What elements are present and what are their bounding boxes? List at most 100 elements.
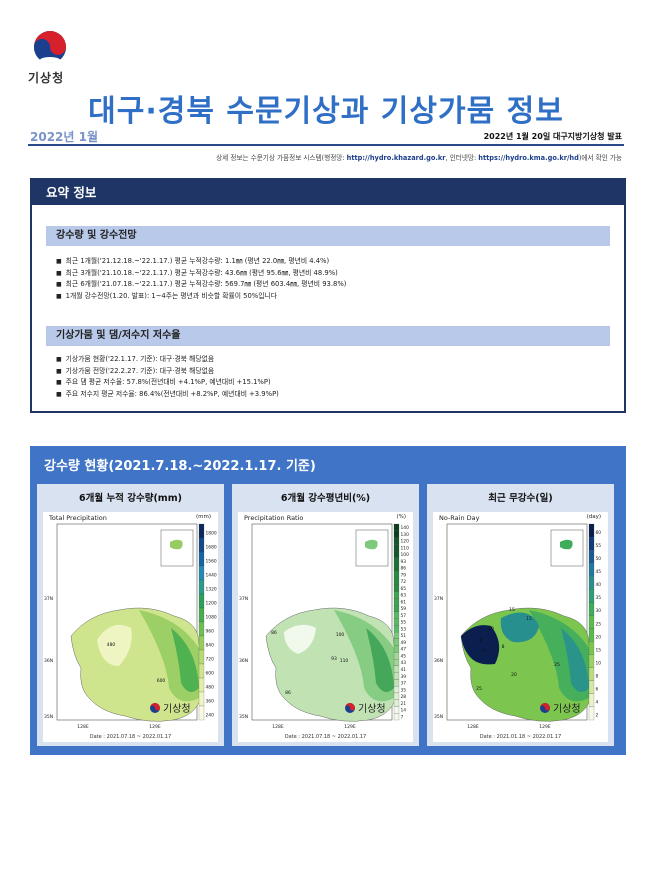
- source-link-public[interactable]: https://hydro.kma.go.kr/hd: [478, 154, 579, 162]
- inset-region: [365, 539, 378, 550]
- colorbar-label: 1320: [206, 587, 217, 593]
- colorbar-label: 21: [401, 701, 407, 707]
- colorbar-swatch: [393, 564, 400, 572]
- watermark-logo-red: [540, 703, 550, 711]
- colorbar-label: 30: [596, 608, 602, 614]
- colorbar-swatch: [198, 565, 205, 581]
- colorbar-label: 110: [401, 545, 410, 551]
- colorbar-swatch: [198, 677, 205, 693]
- map-unit: (%): [396, 514, 406, 520]
- map-frame: 20 15 15 6 4 8 20 25 25 37N 36N 35N 128E 129E 기상청 60 55 5…: [433, 512, 608, 742]
- contour-label: 480: [107, 642, 116, 648]
- colorbar-label: 41: [401, 667, 407, 673]
- colorbar-label: 47: [401, 647, 407, 653]
- colorbar-label: 86: [401, 566, 407, 572]
- colorbar-swatch: [393, 591, 400, 599]
- colorbar-swatch: [393, 638, 400, 646]
- precip-status-section: 강수량 현황(2021.7.18.~2022.1.17. 기준) 6개월 누적 …: [30, 446, 626, 755]
- contour-band: [500, 612, 539, 643]
- colorbar-swatch: [198, 649, 205, 665]
- colorbar-swatch: [393, 577, 400, 585]
- map-axes: [56, 523, 198, 721]
- inset-region: [560, 539, 573, 550]
- colorbar-label: 8: [596, 674, 599, 680]
- colorbar-label: 6: [596, 687, 599, 693]
- precip-list: 최근 1개월('21.12.18.~'22.1.17.) 평균 누적강수량: 1…: [56, 256, 347, 302]
- colorbar-swatch: [198, 607, 205, 623]
- colorbar-swatch: [393, 584, 400, 592]
- colorbar-swatch: [393, 557, 400, 565]
- colorbar-swatch: [198, 705, 205, 721]
- colorbar-swatch: [198, 621, 205, 637]
- lon-label: 128E: [272, 724, 284, 730]
- colorbar-label: 40: [596, 582, 602, 588]
- colorbar-swatch: [393, 652, 400, 660]
- colorbar-swatch: [393, 523, 400, 531]
- colorbar-label: 79: [401, 572, 407, 578]
- precip-item: 최근 3개월('21.10.18.~'22.1.17.) 평균 누적강수량: 4…: [56, 268, 346, 280]
- colorbar-label: 45: [596, 569, 602, 575]
- colorbar-label: 100: [401, 552, 410, 558]
- contour-band: [97, 624, 132, 666]
- colorbar-swatch: [393, 598, 400, 606]
- colorbar-label: 28: [401, 694, 407, 700]
- colorbar-swatch: [198, 593, 205, 609]
- colorbar-label: 20: [596, 634, 602, 640]
- colorbar-swatch: [393, 632, 400, 639]
- contour-label: 20: [488, 626, 494, 632]
- colorbar-swatch: [393, 706, 400, 714]
- colorbar-swatch: [588, 523, 595, 538]
- colorbar-label: 1800: [206, 531, 217, 537]
- colorbar-swatch: [588, 628, 595, 642]
- colorbar-swatch: [588, 576, 595, 590]
- map-date: Date : 2021.01.18 ~ 2022.01.17: [479, 734, 562, 740]
- watermark-logo-red: [150, 703, 160, 711]
- colorbar-swatch: [198, 635, 205, 651]
- contour-label: 25: [554, 662, 560, 668]
- colorbar-swatch: [198, 551, 205, 567]
- drought-heading: 기상가뭄 및 댐/저수지 저수율: [46, 326, 610, 346]
- map-contours: 480 600: [70, 607, 203, 722]
- region-map: 480 600 37N 36N 35N 128E 129E 기상청 1800 1680 1560 14…: [44, 523, 217, 730]
- colorbar-swatch: [588, 589, 595, 603]
- colorbar-swatch: [588, 693, 595, 708]
- colorbar-label: 25: [596, 621, 602, 627]
- panel-precip-ratio: 6개월 강수평년비(%) 86 100 93 110 86 37N 36N 35N 128E 12…: [232, 484, 419, 746]
- contour-label: 93: [331, 656, 337, 662]
- colorbar-label: 120: [401, 539, 410, 545]
- colorbar-swatch: [588, 654, 595, 668]
- kma-taegeuk-logo: [33, 31, 67, 63]
- colorbar-swatch: [198, 663, 205, 679]
- map-date: Date : 2021.07.18 ~ 2022.01.17: [284, 734, 367, 740]
- colorbar-label: 55: [596, 543, 602, 549]
- precip-heading: 강수량 및 강수전망: [46, 226, 610, 246]
- map-contours: 86 100 93 110 86: [265, 607, 398, 722]
- contour-label: 15: [509, 607, 515, 613]
- map-frame: 86 100 93 110 86 37N 36N 35N 128E 129E 기상청 140 130 12…: [238, 512, 413, 742]
- colorbar-swatch: [198, 537, 205, 553]
- colorbar-swatch: [393, 530, 400, 538]
- inset-region: [170, 539, 183, 550]
- drought-item: 주요 저수지 평균 저수율: 86.4%(전년대비 +8.2%P, 예년대비 +…: [56, 389, 279, 401]
- colorbar-label: 140: [401, 525, 410, 531]
- contour-band: [366, 628, 394, 692]
- colorbar-label: 1560: [206, 559, 217, 565]
- colorbar-label: 59: [401, 606, 407, 612]
- watermark-text: 기상청: [358, 703, 386, 715]
- colorbar-swatch: [393, 692, 400, 700]
- map-axes: [251, 523, 393, 721]
- lat-label: 35N: [434, 714, 443, 720]
- drought-item: 기상가뭄 현황('22.1.17. 기준): 대구·경북 해당없음: [56, 354, 279, 366]
- watermark-text: 기상청: [163, 703, 191, 715]
- colorbar-label: 15: [596, 647, 602, 653]
- colorbar-swatch: [393, 544, 400, 552]
- colorbar-label: 61: [401, 599, 407, 605]
- colorbar-label: 49: [401, 640, 407, 646]
- colorbar-label: 720: [206, 657, 215, 663]
- source-link-internal[interactable]: http://hydro.khazard.go.kr: [346, 154, 446, 162]
- colorbar-swatch: [393, 672, 400, 680]
- panel-title: 6개월 누적 강수량(mm): [79, 493, 182, 504]
- colorbar-label: 7: [401, 714, 404, 720]
- colorbar-label: 37: [401, 681, 407, 687]
